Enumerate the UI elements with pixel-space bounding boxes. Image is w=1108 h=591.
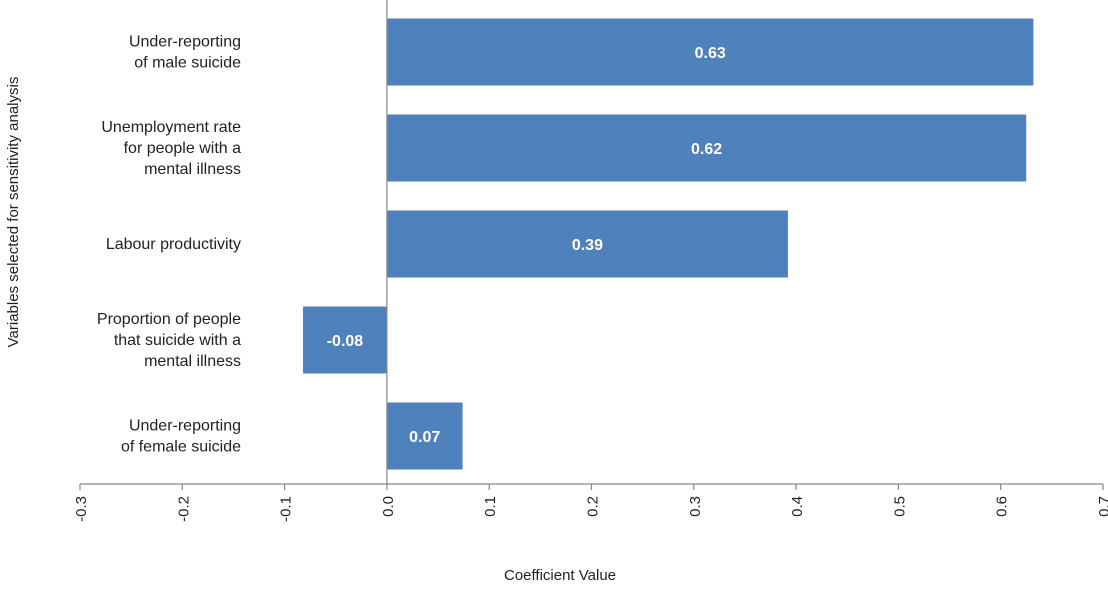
- category-label-line: Proportion of people: [97, 311, 241, 328]
- category-label-line: that suicide with a: [114, 332, 241, 349]
- bar-value-label-5: 0.07: [409, 429, 440, 446]
- bar-1: [386, 18, 1034, 86]
- bar-5: [386, 402, 463, 470]
- bar-value-label-4: -0.08: [327, 333, 364, 350]
- category-label-4: Proportion of people that suicide with a m…: [97, 311, 241, 370]
- bar-4: [303, 306, 387, 374]
- x-tick-label-10: 0.6: [994, 496, 1011, 517]
- category-label-line: Labour productivity: [106, 236, 241, 253]
- category-label-line: mental illness: [144, 161, 241, 178]
- x-tick-label-11: 0.7: [1096, 496, 1108, 517]
- bars-layer: [303, 18, 1034, 470]
- x-tick-label-1: -0.3: [73, 496, 90, 522]
- category-label-line: Unemployment rate: [101, 119, 241, 136]
- bar-value-label-1: 0.63: [695, 45, 726, 62]
- x-tick-label-6: 0.2: [585, 496, 602, 517]
- category-label-line: of male suicide: [134, 55, 241, 72]
- bar-3: [386, 210, 788, 278]
- x-tick-label-2: -0.2: [175, 496, 192, 522]
- axes-layer: -0.3 -0.2 -0.1 0.0 0.1 0.2 0.3 0.4 0.5 0.6 0.7: [73, 0, 1108, 522]
- bar-2: [386, 114, 1027, 182]
- x-tick-label-8: 0.4: [789, 496, 806, 517]
- category-label-3: Labour productivity: [106, 236, 241, 253]
- bar-value-label-2: 0.62: [691, 141, 722, 158]
- x-tick-label-9: 0.5: [891, 496, 908, 517]
- bar-value-label-3: 0.39: [572, 237, 603, 254]
- labels-layer: 0.63 Under-reporting of male suicide 0.62 Un…: [97, 34, 726, 456]
- category-label-2: Unemployment rate for people with a mental…: [101, 119, 241, 178]
- category-label-line: of female suicide: [121, 439, 241, 456]
- category-label-line: Under-reporting: [129, 34, 241, 51]
- category-label-line: Under-reporting: [129, 418, 241, 435]
- category-label-5: Under-reporting of female suicide: [121, 418, 241, 456]
- x-tick-label-4: 0.0: [380, 496, 397, 517]
- x-tick-label-3: -0.1: [278, 496, 295, 522]
- x-tick-label-5: 0.1: [482, 496, 499, 517]
- y-axis-title: Variables selected for sensitivity analy…: [5, 77, 22, 348]
- category-label-1: Under-reporting of male suicide: [129, 34, 241, 72]
- x-tick-label-7: 0.3: [687, 496, 704, 517]
- category-label-line: mental illness: [144, 353, 241, 370]
- category-label-line: for people with a: [124, 140, 242, 157]
- x-axis-title: Coefficient Value: [504, 567, 616, 584]
